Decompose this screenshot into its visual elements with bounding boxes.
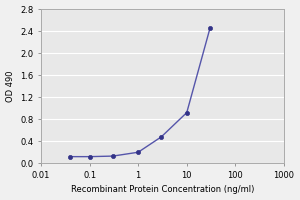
X-axis label: Recombinant Protein Concentration (ng/ml): Recombinant Protein Concentration (ng/ml… xyxy=(71,185,254,194)
Y-axis label: OD 490: OD 490 xyxy=(6,70,15,102)
